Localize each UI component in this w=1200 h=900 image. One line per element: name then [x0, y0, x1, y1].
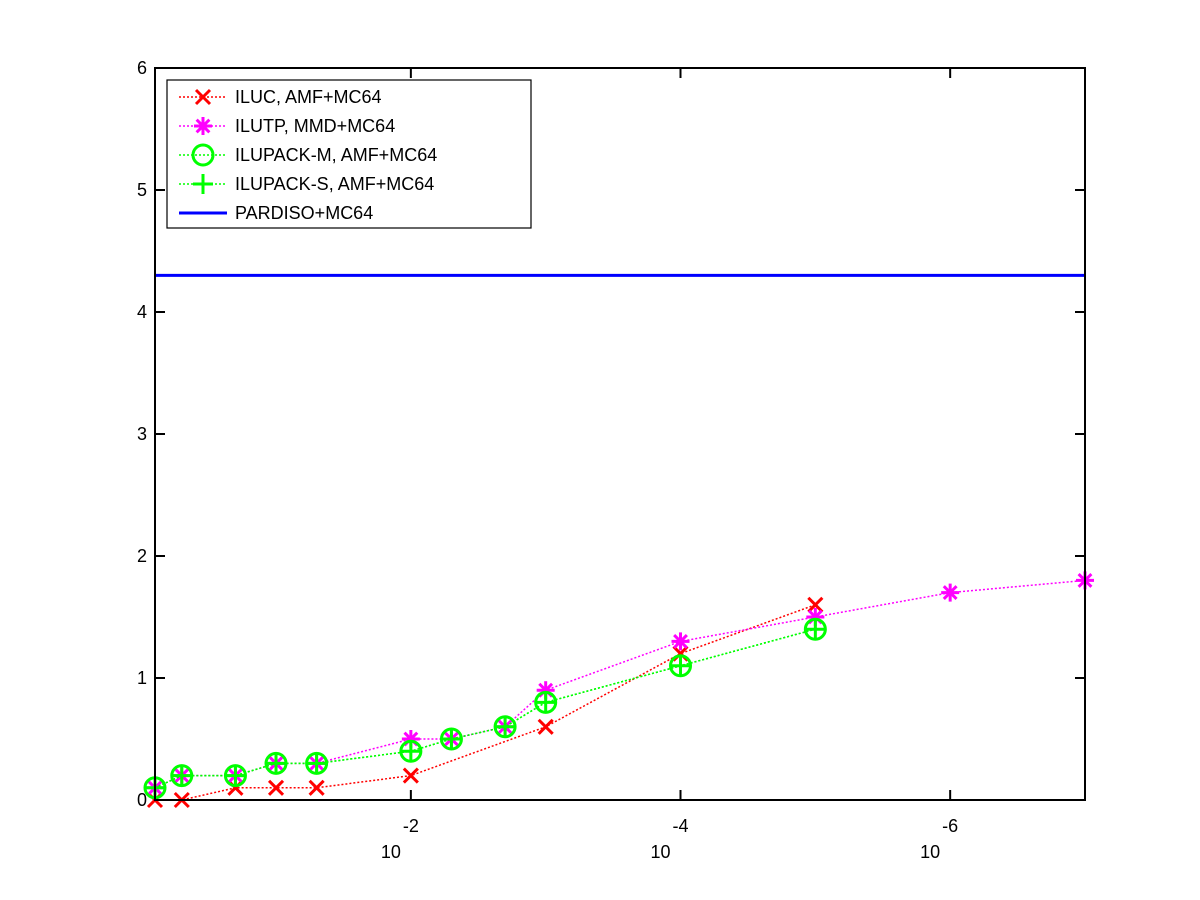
- x-tick-label-base: 10: [650, 842, 670, 862]
- plot-area: [143, 273, 1094, 809]
- data-point: [400, 741, 421, 762]
- data-point: [495, 716, 516, 737]
- data-point: [225, 765, 246, 786]
- y-tick-label: 5: [137, 180, 147, 200]
- legend-entry: ILUPACK-S, AMF+MC64: [179, 174, 434, 194]
- series-3: [143, 617, 827, 800]
- y-tick-label: 0: [137, 790, 147, 810]
- legend-label: ILUTP, MMD+MC64: [235, 116, 395, 136]
- legend-swatch-marker: [194, 117, 212, 135]
- legend-swatch-marker: [191, 143, 215, 167]
- data-point: [535, 692, 556, 713]
- y-tick-label: 4: [137, 302, 147, 322]
- legend-label: ILUC, AMF+MC64: [235, 87, 382, 107]
- series-1: [146, 596, 824, 809]
- data-point: [941, 583, 960, 602]
- series-line: [154, 579, 1086, 789]
- data-point: [670, 655, 691, 676]
- data-point: [807, 596, 824, 613]
- legend-entry: ILUTP, MMD+MC64: [179, 116, 395, 136]
- data-point: [805, 619, 826, 640]
- data-point: [308, 779, 325, 796]
- x-tick-label-exponent: -6: [942, 816, 958, 836]
- legend-swatch-marker: [193, 174, 213, 194]
- legend-label: ILUPACK-S, AMF+MC64: [235, 174, 434, 194]
- x-marker-stroke: [308, 779, 325, 796]
- x-marker-stroke: [267, 779, 285, 796]
- asterisk-marker-stroke: [673, 633, 688, 649]
- legend: ILUC, AMF+MC64 ILUTP, MMD+MC64 ILUPACK-M, …: [166, 79, 532, 229]
- series-line: [155, 604, 816, 801]
- data-point: [671, 632, 690, 651]
- y-tick-label: 3: [137, 424, 147, 444]
- series-line: [154, 628, 816, 789]
- legend-entry: ILUC, AMF+MC64: [179, 87, 382, 107]
- data-point: [266, 753, 287, 774]
- y-tick-label: 6: [137, 58, 147, 78]
- y-tick-label: 2: [137, 546, 147, 566]
- x-tick-label-exponent: -4: [673, 816, 689, 836]
- data-point: [306, 753, 327, 774]
- series-4: [145, 619, 826, 798]
- series-line: [154, 628, 816, 789]
- x-marker-stroke: [402, 767, 419, 784]
- x-tick-label-base: 10: [920, 842, 940, 862]
- x-tick-label-exponent: -2: [403, 816, 419, 836]
- x-marker-stroke: [537, 718, 554, 735]
- y-tick-label: 1: [137, 668, 147, 688]
- x-marker-stroke: [807, 596, 824, 613]
- data-point: [402, 767, 419, 784]
- asterisk-marker-stroke: [195, 118, 211, 134]
- x-tick-label-base: 10: [381, 842, 401, 862]
- legend-label: ILUPACK-M, AMF+MC64: [235, 145, 437, 165]
- data-point: [267, 779, 285, 796]
- legend-label: PARDISO+MC64: [235, 203, 373, 223]
- x-marker-stroke: [194, 88, 212, 106]
- legend-entry: PARDISO+MC64: [179, 203, 373, 223]
- legend-box: [166, 79, 532, 229]
- data-point: [441, 729, 462, 749]
- legend-entry: ILUPACK-M, AMF+MC64: [179, 143, 437, 167]
- legend-swatch-marker: [194, 88, 212, 106]
- data-point: [171, 765, 192, 786]
- asterisk-marker-stroke: [942, 585, 958, 601]
- data-point: [537, 718, 554, 735]
